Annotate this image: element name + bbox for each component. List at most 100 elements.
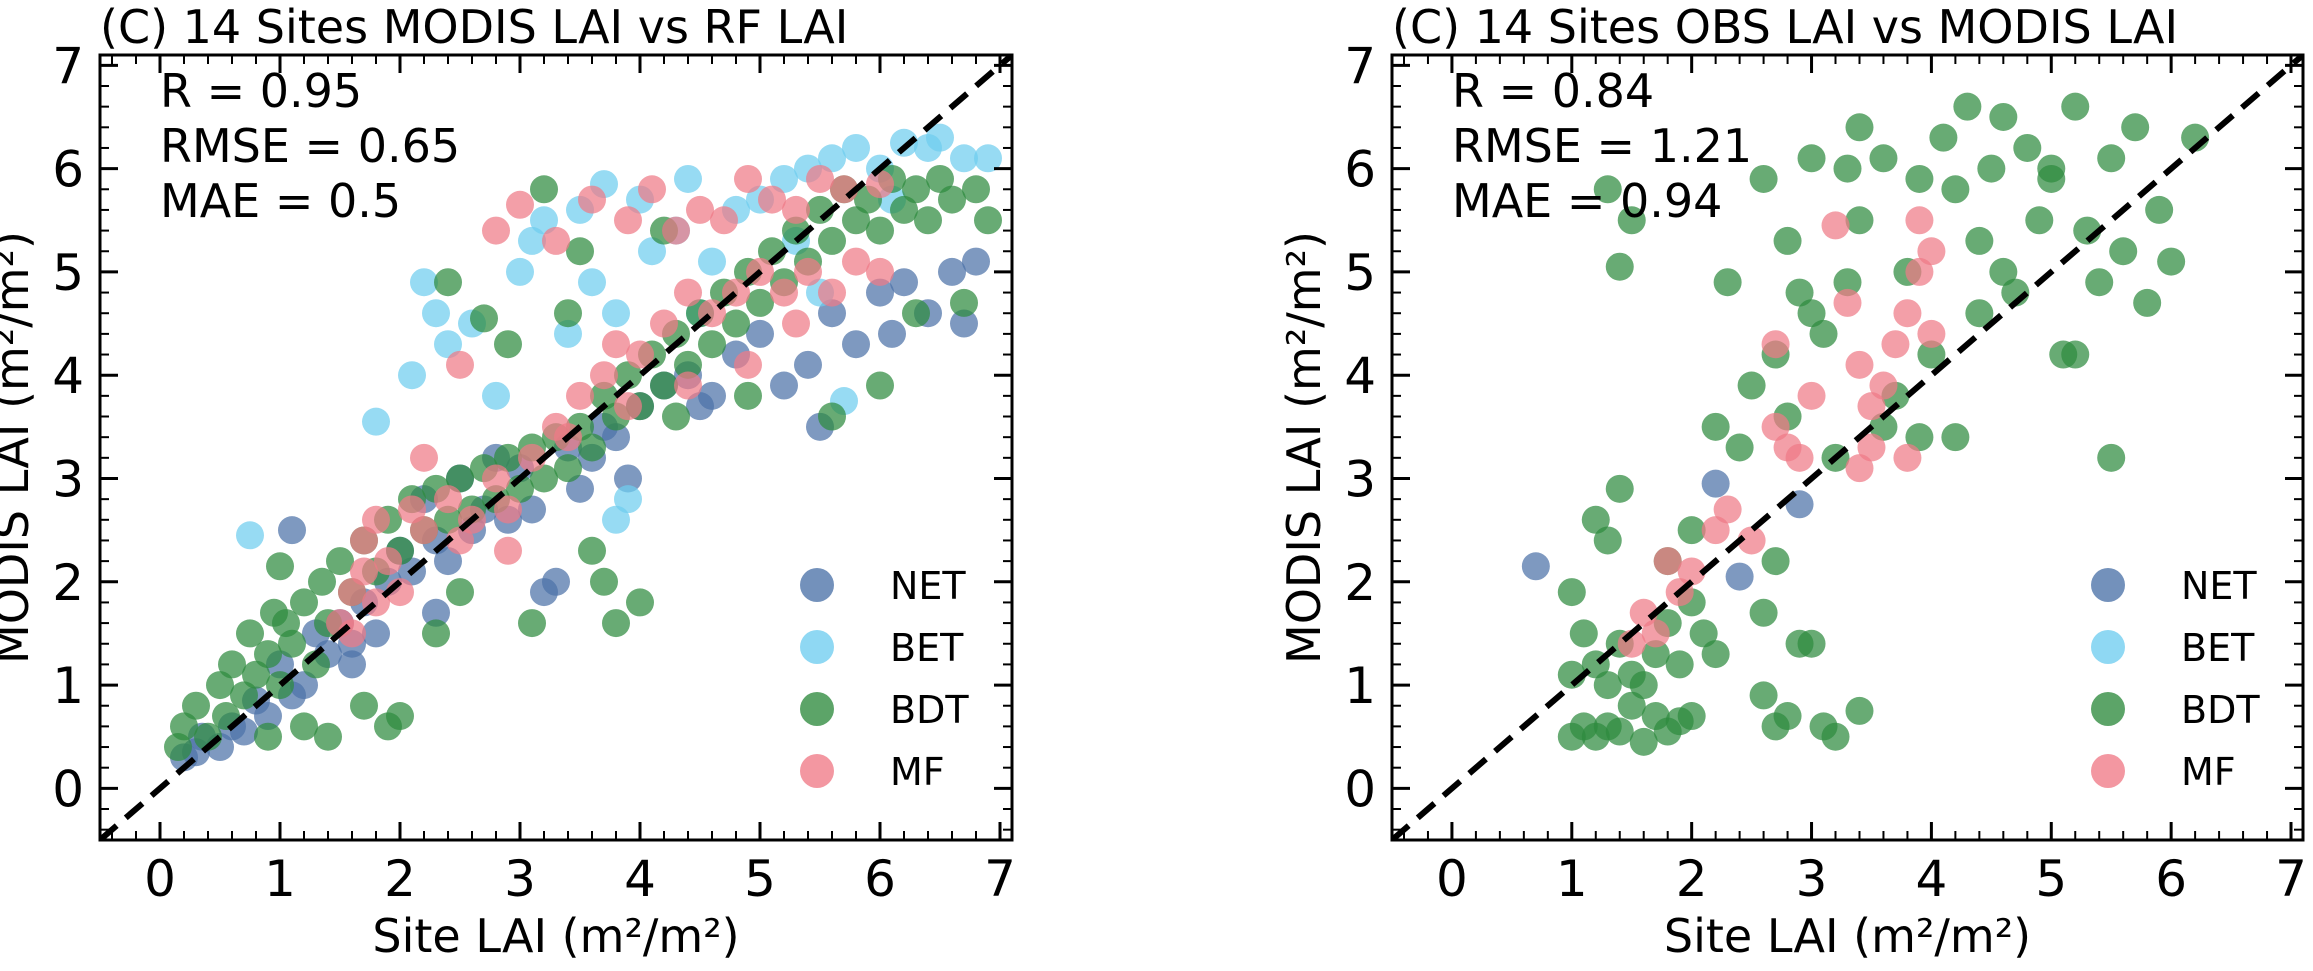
point-net (518, 495, 546, 524)
point-mf (506, 190, 534, 219)
x-tick-label: 0 (144, 850, 176, 908)
point-bdt (1965, 299, 1994, 328)
point-mf (794, 257, 822, 286)
point-bdt (290, 588, 318, 617)
point-bet (578, 268, 606, 297)
point-bet (362, 407, 390, 436)
x-tick-label: 6 (2155, 850, 2187, 908)
x-tick-label: 2 (384, 850, 416, 908)
point-bdt (1737, 371, 1766, 400)
point-bdt (818, 402, 846, 431)
point-bdt (1569, 619, 1598, 648)
point-mf (758, 185, 786, 214)
point-bdt (518, 609, 546, 638)
point-bdt (554, 454, 582, 483)
y-tick-label: 0 (1344, 760, 1376, 818)
point-mf (1797, 381, 1826, 410)
point-bdt (1989, 257, 2018, 286)
point-bdt (1749, 598, 1778, 627)
point-mf (734, 350, 762, 379)
point-bdt (2061, 92, 2090, 121)
legend-label-net: NET (2181, 564, 2257, 608)
point-bet (518, 226, 546, 255)
point-bdt (1605, 474, 1634, 503)
scatter-panel-modis-vs-rf: 0 1 2 3 4 5 6 7 0 1 2 3 4 5 6 7 (C) 14 Sites MODIS LAI v… (0, 0, 1016, 963)
point-bdt (242, 660, 270, 689)
point-bet (530, 206, 558, 235)
point-bdt (1725, 433, 1754, 462)
stat-line: RMSE = 0.65 (160, 119, 460, 173)
y-tick-label: 6 (52, 141, 84, 199)
point-net (866, 278, 894, 307)
point-bdt (470, 304, 498, 333)
point-bdt (2085, 268, 2114, 297)
point-bdt (1629, 671, 1658, 700)
legend-marker-bdt (2091, 692, 2125, 726)
point-bdt (1749, 681, 1778, 710)
point-mf (446, 350, 474, 379)
point-mf (1833, 288, 1862, 317)
point-bdt (1701, 412, 1730, 441)
point-mf (1653, 547, 1682, 576)
point-mf (1641, 619, 1670, 648)
point-mf (398, 495, 426, 524)
point-mf (434, 485, 462, 514)
point-bdt (866, 216, 894, 245)
stat-line: R = 0.84 (1452, 64, 1654, 118)
point-bdt (446, 578, 474, 607)
point-mf (782, 195, 810, 224)
point-bdt (236, 619, 264, 648)
point-mf (1677, 557, 1706, 586)
point-bdt (662, 402, 690, 431)
point-bdt (578, 536, 606, 565)
point-mf (338, 578, 366, 607)
point-bdt (326, 547, 354, 576)
x-tick-label: 1 (264, 850, 296, 908)
point-net (842, 330, 870, 359)
point-mf (806, 164, 834, 193)
point-net (962, 247, 990, 276)
one-to-one-line (100, 55, 1012, 840)
point-bdt (170, 712, 198, 741)
point-bdt (1773, 226, 1802, 255)
point-bdt (1917, 340, 1946, 369)
point-mf (494, 536, 522, 565)
point-bdt (386, 702, 414, 731)
stat-line: MAE = 0.94 (1452, 174, 1722, 228)
point-mf (1905, 206, 1934, 235)
point-bdt (1677, 516, 1706, 545)
point-mf (614, 206, 642, 235)
legend-label-bdt: BDT (890, 688, 969, 732)
legend: NET BET BDT MF (800, 564, 969, 794)
point-bdt (1833, 268, 1862, 297)
point-bet (698, 247, 726, 276)
point-mf (626, 340, 654, 369)
legend-label-mf: MF (890, 750, 945, 794)
y-tick-label: 2 (1344, 554, 1376, 612)
point-net (794, 350, 822, 379)
point-mf (1761, 330, 1790, 359)
point-bet (602, 505, 630, 534)
point-mf (1845, 454, 1874, 483)
point-bdt (1773, 702, 1802, 731)
point-mf (686, 195, 714, 224)
point-net (746, 319, 774, 348)
x-tick-label: 5 (2035, 850, 2067, 908)
point-bdt (2109, 237, 2138, 266)
point-bet (842, 133, 870, 162)
point-bdt (890, 195, 918, 224)
point-bdt (1593, 671, 1622, 700)
point-mf (674, 278, 702, 307)
point-mf (1869, 371, 1898, 400)
point-bdt (1617, 206, 1646, 235)
point-mf (1917, 319, 1946, 348)
point-bet (602, 299, 630, 328)
point-bet (482, 381, 510, 410)
point-net (770, 371, 798, 400)
point-bdt (1605, 252, 1634, 281)
point-bdt (308, 567, 336, 596)
point-bdt (1617, 691, 1646, 720)
point-bdt (1761, 547, 1790, 576)
axis-ticks (100, 55, 1012, 840)
